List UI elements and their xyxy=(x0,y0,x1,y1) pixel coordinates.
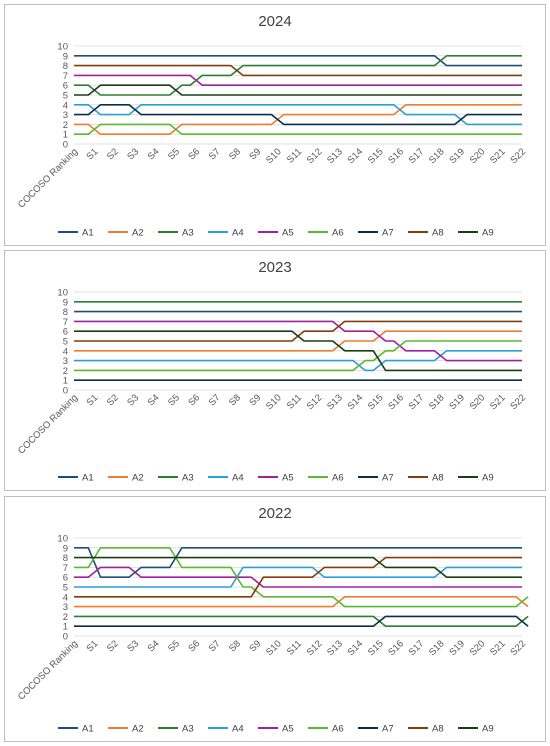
legend-label-A5: A5 xyxy=(282,724,294,735)
y-tick-label: 7 xyxy=(63,71,68,82)
legend-label-A9: A9 xyxy=(482,473,494,484)
y-tick-label: 3 xyxy=(63,356,68,367)
series-line-A2 xyxy=(74,596,529,608)
legend-label-A5: A5 xyxy=(282,473,294,484)
y-tick-label: 3 xyxy=(63,602,68,613)
series-line-A9 xyxy=(74,556,522,578)
legend-label-A3: A3 xyxy=(182,228,194,239)
y-tick-label: 9 xyxy=(63,543,68,554)
series-line-A9 xyxy=(74,84,522,96)
legend-label-A9: A9 xyxy=(482,228,494,239)
series-line-A2 xyxy=(74,104,522,135)
y-tick-label: 6 xyxy=(63,81,68,92)
legend-label-A6: A6 xyxy=(332,724,344,735)
y-tick-label: 5 xyxy=(63,91,68,102)
y-tick-label: 2 xyxy=(63,366,68,377)
legend-label-A2: A2 xyxy=(132,228,144,239)
y-tick-label: 10 xyxy=(57,288,68,299)
y-tick-label: 9 xyxy=(63,297,68,308)
legend-label-A4: A4 xyxy=(232,473,244,484)
legend-label-A3: A3 xyxy=(182,473,194,484)
series-line-A6 xyxy=(74,340,522,372)
legend-label-A7: A7 xyxy=(382,473,394,484)
series-line-A4 xyxy=(74,104,522,126)
y-tick-label: 10 xyxy=(57,534,68,545)
legend-label-A1: A1 xyxy=(82,228,94,239)
legend-label-A6: A6 xyxy=(332,473,344,484)
legend-label-A4: A4 xyxy=(232,228,244,239)
series-line-A4 xyxy=(74,350,522,372)
chart-title: 2023 xyxy=(258,259,291,276)
legend-label-A7: A7 xyxy=(382,724,394,735)
legend-label-A8: A8 xyxy=(432,228,444,239)
series-line-A6 xyxy=(74,547,529,608)
y-tick-label: 4 xyxy=(63,100,68,111)
series-line-A3 xyxy=(74,615,529,627)
y-tick-label: 3 xyxy=(63,110,68,121)
y-tick-label: 8 xyxy=(63,553,68,564)
series-line-A3 xyxy=(74,55,522,96)
y-tick-label: 4 xyxy=(63,592,68,603)
chart-title: 2024 xyxy=(258,13,291,30)
legend-label-A8: A8 xyxy=(432,724,444,735)
y-tick-label: 7 xyxy=(63,317,68,328)
series-line-A5 xyxy=(74,566,522,588)
series-line-A6 xyxy=(74,123,522,135)
legend-label-A9: A9 xyxy=(482,724,494,735)
y-tick-label: 8 xyxy=(63,307,68,318)
legend-label-A8: A8 xyxy=(432,473,444,484)
series-line-A2 xyxy=(74,330,522,352)
series-line-A7 xyxy=(74,104,522,126)
y-tick-label: 0 xyxy=(63,140,68,151)
legend-label-A6: A6 xyxy=(332,228,344,239)
series-line-A8 xyxy=(74,556,522,598)
y-tick-label: 1 xyxy=(63,130,68,141)
series-line-A1 xyxy=(74,547,522,578)
series-line-A7 xyxy=(74,615,529,627)
y-tick-label: 8 xyxy=(63,61,68,72)
y-tick-label: 0 xyxy=(63,386,68,397)
y-tick-label: 7 xyxy=(63,563,68,574)
y-tick-label: 2 xyxy=(63,120,68,131)
y-tick-label: 5 xyxy=(63,583,68,594)
chart-title: 2022 xyxy=(258,505,291,522)
legend-label-A5: A5 xyxy=(282,228,294,239)
legend-label-A7: A7 xyxy=(382,228,394,239)
chart-border xyxy=(4,496,546,742)
legend-label-A2: A2 xyxy=(132,473,144,484)
series-line-A8 xyxy=(74,64,522,77)
legend-label-A4: A4 xyxy=(232,724,244,735)
series-line-A8 xyxy=(74,320,522,342)
y-tick-label: 2 xyxy=(63,612,68,623)
y-tick-label: 6 xyxy=(63,573,68,584)
y-tick-label: 6 xyxy=(63,327,68,338)
y-tick-label: 5 xyxy=(63,337,68,348)
series-line-A1 xyxy=(74,55,522,67)
y-tick-label: 1 xyxy=(63,622,68,633)
series-line-A9 xyxy=(74,330,522,372)
chart-border xyxy=(4,4,546,246)
y-tick-label: 0 xyxy=(63,632,68,643)
legend-label-A1: A1 xyxy=(82,473,94,484)
legend-label-A3: A3 xyxy=(182,724,194,735)
y-tick-label: 1 xyxy=(63,376,68,387)
y-tick-label: 4 xyxy=(63,346,68,357)
series-line-A4 xyxy=(74,566,522,588)
y-tick-label: 10 xyxy=(57,42,68,53)
legend-label-A1: A1 xyxy=(82,724,94,735)
y-tick-label: 9 xyxy=(63,51,68,62)
legend-label-A2: A2 xyxy=(132,724,144,735)
series-line-A5 xyxy=(74,74,522,86)
series-line-A5 xyxy=(74,320,522,362)
